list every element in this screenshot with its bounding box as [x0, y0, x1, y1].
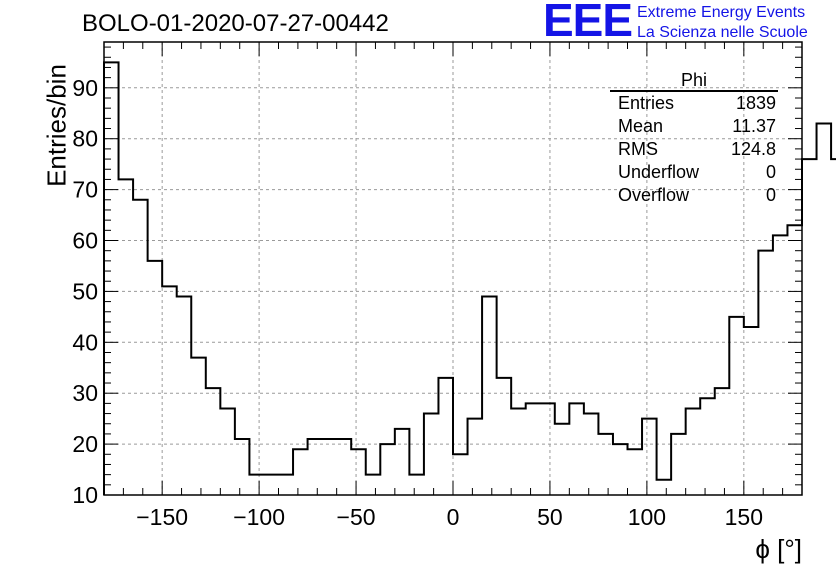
- stats-row-rms: RMS 124.8: [610, 138, 778, 161]
- stats-box: Phi Entries 1839 Mean 11.37 RMS 124.8 Un…: [610, 70, 778, 207]
- y-tick-label: 40: [72, 329, 98, 355]
- stats-label: Entries: [618, 93, 675, 113]
- x-tick-label: −150: [136, 504, 188, 530]
- y-tick-label: 10: [72, 482, 98, 508]
- x-tick-label: 50: [537, 504, 563, 530]
- x-tick-label: −100: [233, 504, 285, 530]
- y-axis-label: Entries/bin: [41, 64, 72, 187]
- y-axis: 10 20 30 40 50 60 70 80 90: [72, 46, 802, 508]
- logo-text-line-2: La Scienza nelle Scuole: [637, 24, 808, 41]
- logo-text-line-1: Extreme Energy Events: [637, 4, 806, 21]
- histogram-series: [103, 61, 836, 495]
- stats-label: Underflow: [618, 162, 700, 182]
- stats-label: Overflow: [618, 185, 690, 205]
- stats-box-title: Phi: [610, 70, 778, 92]
- y-tick-label: 70: [72, 177, 98, 203]
- stats-value: 1839: [735, 93, 776, 113]
- x-tick-label: 0: [447, 504, 460, 530]
- stats-row-overflow: Overflow 0: [610, 184, 778, 207]
- stats-value: 124.8: [730, 139, 776, 159]
- y-tick-label: 30: [72, 380, 98, 406]
- x-tick-label: −50: [337, 504, 376, 530]
- stats-row-mean: Mean 11.37: [610, 115, 778, 138]
- stats-value: 0: [765, 185, 776, 205]
- stats-row-entries: Entries 1839: [610, 92, 778, 115]
- stats-row-underflow: Underflow 0: [610, 161, 778, 184]
- stats-value: 11.37: [732, 116, 776, 136]
- x-tick-label: 100: [628, 504, 666, 530]
- eee-logo: EEE: [543, 0, 633, 46]
- y-tick-label: 20: [72, 431, 98, 457]
- y-tick-label: 90: [72, 75, 98, 101]
- chart-title: BOLO-01-2020-07-27-00442: [82, 10, 389, 37]
- x-tick-label: 150: [725, 504, 763, 530]
- y-tick-label: 50: [72, 278, 98, 304]
- stats-label: RMS: [618, 139, 658, 159]
- stats-value: 0: [765, 162, 776, 182]
- x-axis-label: ϕ [°]: [755, 534, 802, 564]
- y-tick-label: 60: [72, 228, 98, 254]
- stats-label: Mean: [618, 116, 664, 136]
- y-tick-label: 80: [72, 126, 98, 152]
- x-axis: −150 −100 −50 0 50 100 150: [103, 42, 803, 530]
- histogram-outline: [103, 61, 836, 495]
